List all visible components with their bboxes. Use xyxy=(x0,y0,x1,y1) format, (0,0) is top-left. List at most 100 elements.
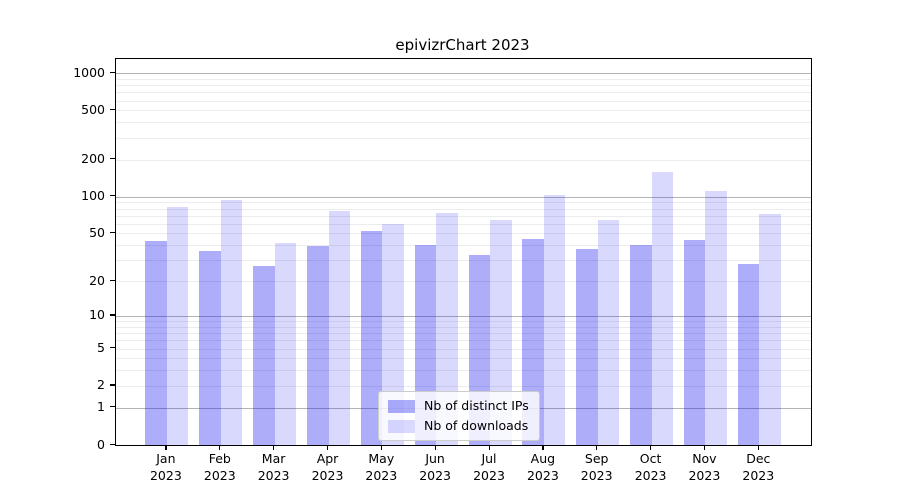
legend-label-distinct-ips: Nb of distinct IPs xyxy=(424,398,529,413)
gridline-major xyxy=(116,315,811,317)
bar-nb-of-downloads xyxy=(651,171,674,445)
y-tick-label: 1 xyxy=(97,399,105,415)
x-tick-label: Nov 2023 xyxy=(688,451,721,483)
x-tick-label: Feb 2023 xyxy=(203,451,236,483)
bar-nb-of-downloads xyxy=(382,223,404,445)
legend-swatch-distinct-ips xyxy=(388,399,415,413)
x-tick-mark xyxy=(488,445,490,450)
x-tick-mark xyxy=(434,445,436,450)
bar-nb-of-downloads xyxy=(166,207,189,445)
y-tick-label: 5 xyxy=(97,340,105,356)
y-tick-label: 0 xyxy=(97,436,105,452)
y-tick-mark xyxy=(110,158,115,160)
x-tick-label: Apr 2023 xyxy=(311,451,344,483)
y-tick-mark xyxy=(110,347,115,349)
y-tick-mark xyxy=(110,406,115,408)
gridlines-layer xyxy=(116,59,811,445)
gridline-minor xyxy=(116,110,811,112)
bar-nb-of-distinct-ips xyxy=(683,240,706,445)
y-tick-mark xyxy=(110,279,115,281)
bar-nb-of-downloads xyxy=(490,219,512,445)
gridline-minor xyxy=(116,159,811,161)
bar-nb-of-distinct-ips xyxy=(307,246,329,445)
gridline-minor xyxy=(116,358,811,360)
gridline-minor xyxy=(116,78,811,80)
x-tick-mark xyxy=(650,445,652,450)
legend: Nb of distinct IPs Nb of downloads xyxy=(378,391,540,441)
gridline-minor xyxy=(116,260,811,262)
x-tick-mark xyxy=(542,445,544,450)
y-tick-mark xyxy=(110,443,115,445)
gridline-minor xyxy=(116,202,811,204)
bar-nb-of-downloads xyxy=(705,190,727,445)
y-tick-label: 500 xyxy=(81,101,105,117)
gridline-major xyxy=(116,196,811,198)
bar-nb-of-distinct-ips xyxy=(630,245,652,445)
y-tick-mark xyxy=(110,384,115,386)
gridline-minor xyxy=(116,333,811,335)
gridline-minor xyxy=(116,223,811,225)
gridline-minor xyxy=(116,137,811,139)
chart-title: epivizrChart 2023 xyxy=(395,36,530,54)
plot-area: Nb of distinct IPs Nb of downloads xyxy=(115,58,812,446)
x-tick-mark xyxy=(165,445,167,450)
x-tick-label: Jun 2023 xyxy=(419,451,451,483)
legend-label-downloads: Nb of downloads xyxy=(424,418,529,433)
legend-row-distinct-ips: Nb of distinct IPs xyxy=(388,398,529,414)
legend-swatch-downloads xyxy=(388,419,415,433)
gridline-minor xyxy=(116,208,811,210)
x-tick-label: Oct 2023 xyxy=(634,451,667,483)
gridline-minor xyxy=(116,85,811,87)
bar-nb-of-distinct-ips xyxy=(253,265,275,445)
y-tick-label: 20 xyxy=(89,272,105,288)
x-tick-mark xyxy=(219,445,221,450)
x-tick-mark xyxy=(380,445,382,450)
gridline-minor xyxy=(116,321,811,323)
gridline-minor xyxy=(116,233,811,235)
y-tick-label: 50 xyxy=(89,224,105,240)
x-tick-mark xyxy=(327,445,329,450)
x-tick-mark xyxy=(273,445,275,450)
y-tick-label: 1000 xyxy=(73,64,105,80)
legend-row-downloads: Nb of downloads xyxy=(388,418,529,434)
gridline-major xyxy=(116,73,811,75)
bar-nb-of-distinct-ips xyxy=(360,231,383,445)
y-tick-mark xyxy=(110,314,115,316)
x-tick-mark xyxy=(596,445,598,450)
gridline-minor xyxy=(116,100,811,102)
bar-nb-of-distinct-ips xyxy=(145,241,167,445)
bar-nb-of-downloads xyxy=(220,200,243,445)
bar-nb-of-distinct-ips xyxy=(737,263,760,445)
gridline-minor xyxy=(116,281,811,283)
gridline-minor xyxy=(116,340,811,342)
bar-nb-of-downloads xyxy=(543,195,566,445)
gridline-minor xyxy=(116,92,811,94)
x-tick-label: Jul 2023 xyxy=(473,451,505,483)
bar-nb-of-downloads xyxy=(436,212,458,445)
y-tick-label: 10 xyxy=(89,307,105,323)
y-tick-mark xyxy=(110,195,115,197)
gridline-minor xyxy=(116,215,811,217)
y-tick-label: 100 xyxy=(81,188,105,204)
y-tick-label: 2 xyxy=(97,377,105,393)
bar-nb-of-distinct-ips xyxy=(576,249,598,445)
bar-nb-of-downloads xyxy=(328,211,350,445)
x-tick-mark xyxy=(703,445,706,450)
y-tick-mark xyxy=(110,231,115,234)
gridline-minor xyxy=(116,122,811,124)
x-tick-label: Mar 2023 xyxy=(257,451,290,483)
bars-layer xyxy=(116,59,811,445)
y-tick-mark xyxy=(110,108,115,111)
x-tick-label: Sep 2023 xyxy=(580,451,613,483)
y-tick-label: 200 xyxy=(81,151,105,166)
gridline-minor xyxy=(116,326,811,328)
x-tick-label: Dec 2023 xyxy=(742,451,775,483)
bar-nb-of-downloads xyxy=(759,214,781,445)
gridline-minor xyxy=(116,370,811,372)
bar-nb-of-downloads xyxy=(597,219,620,445)
x-tick-label: Jan 2023 xyxy=(149,451,182,483)
x-tick-label: May 2023 xyxy=(365,451,398,483)
x-tick-mark xyxy=(757,445,759,450)
x-tick-label: Aug 2023 xyxy=(526,451,559,483)
